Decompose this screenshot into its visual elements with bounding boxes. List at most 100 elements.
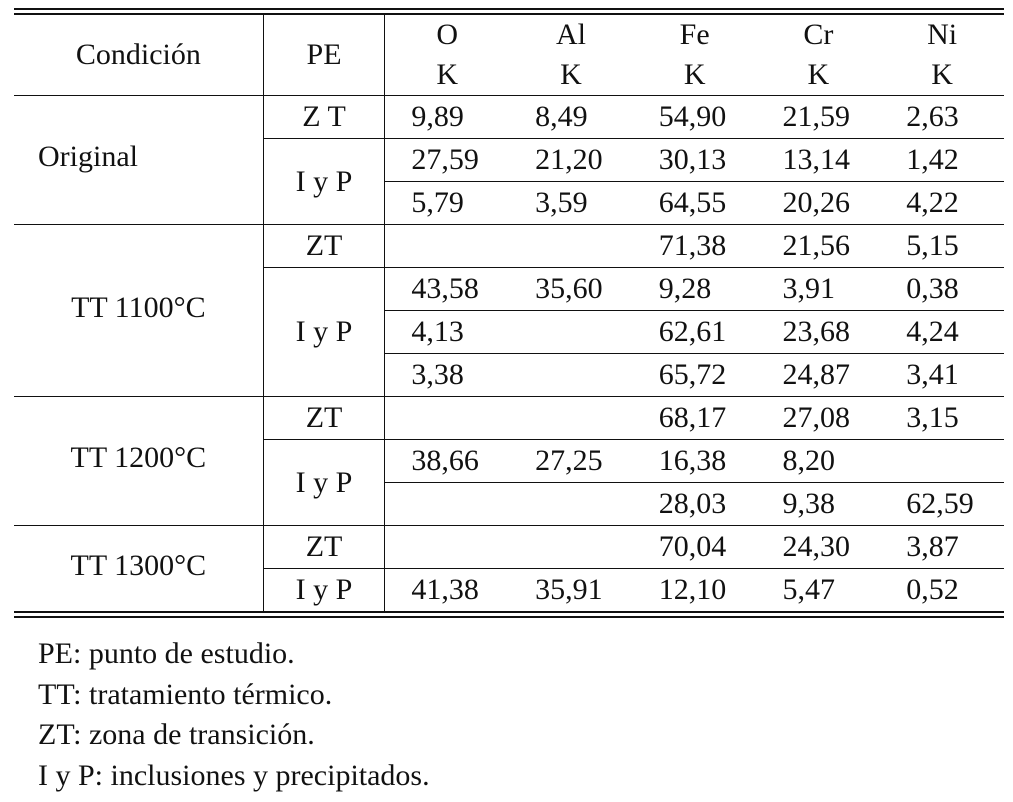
value-cell: 5,79 xyxy=(384,181,510,225)
header-row: Condición PE O K Al K Fe K Cr K Ni K xyxy=(14,11,1004,96)
value-cell xyxy=(509,224,633,268)
pe-cell: I y P xyxy=(263,568,386,615)
table-row: 4,13 62,61 23,68 4,24 xyxy=(14,310,1004,354)
table-row: Original Z T 9,89 8,49 54,90 21,59 2,63 xyxy=(14,95,1004,225)
value-cell xyxy=(384,482,510,526)
note: ZT: zona de transición. xyxy=(38,718,315,751)
pe-cell: I y P xyxy=(263,439,386,526)
value-cell: 24,87 xyxy=(756,353,881,397)
condition-cell: TT 1300°C xyxy=(14,525,264,615)
value-cell: 9,28 xyxy=(632,267,757,311)
value-cell: 16,38 xyxy=(632,439,757,483)
table-row: TT 1200°C ZT 68,17 27,08 3,15 xyxy=(14,396,1004,526)
value-cell: 8,20 xyxy=(756,439,881,483)
value-cell: 43,58 xyxy=(384,267,510,311)
value-cell xyxy=(509,310,633,354)
table-row: 28,03 9,38 62,59 xyxy=(14,482,1004,526)
element-symbol: Al xyxy=(555,18,586,51)
value-cell: 35,60 xyxy=(509,267,633,311)
value-cell: 28,03 xyxy=(632,482,757,526)
header-element: Fe K xyxy=(633,12,757,96)
note: TT: tratamiento térmico. xyxy=(38,677,333,711)
table-row: I y P 43,58 35,60 9,28 3,91 0,38 xyxy=(14,267,1004,397)
value-cell xyxy=(509,353,633,397)
value-cell: 24,30 xyxy=(756,525,881,569)
value-cell: 27,59 xyxy=(384,138,510,182)
value-cell: 21,56 xyxy=(756,224,881,268)
element-unit: K xyxy=(931,58,953,91)
table-row: 3,38 65,72 24,87 3,41 xyxy=(14,353,1004,397)
value-cell xyxy=(509,482,633,526)
table-body: Original Z T 9,89 8,49 54,90 21,59 2,63 I y P 27… xyxy=(14,95,1004,615)
value-cell xyxy=(384,396,510,440)
header-condition: Condición xyxy=(14,11,264,96)
value-cell: 9,38 xyxy=(756,482,881,526)
table-row: I y P 38,66 27,25 16,38 8,20 xyxy=(14,439,1004,526)
value-cell xyxy=(384,224,510,268)
value-cell: 65,72 xyxy=(632,353,757,397)
table-row: I y P 27,59 21,20 30,13 13,14 1,42 xyxy=(14,138,1004,225)
value-cell: 3,87 xyxy=(880,525,1004,569)
condition-cell: TT 1100°C xyxy=(14,224,264,397)
value-cell: 3,41 xyxy=(880,353,1004,397)
value-cell: 41,38 xyxy=(384,568,510,615)
value-cell: 30,13 xyxy=(632,138,757,182)
value-cell: 21,20 xyxy=(509,138,633,182)
note: PE: punto de estudio. xyxy=(38,637,295,670)
notes: PE: punto de estudio. TT: tratamiento tér… xyxy=(38,634,430,796)
table-row: TT 1300°C ZT 70,04 24,30 3,87 xyxy=(14,525,1004,615)
value-cell: 2,63 xyxy=(880,95,1004,139)
table-row: TT 1100°C ZT 71,38 21,56 5,15 xyxy=(14,224,1004,397)
value-cell: 68,17 xyxy=(632,396,757,440)
element-symbol: Ni xyxy=(927,18,958,51)
value-cell: 4,22 xyxy=(880,181,1004,225)
value-cell: 4,13 xyxy=(384,310,510,354)
value-cell: 71,38 xyxy=(632,224,757,268)
value-cell: 13,14 xyxy=(756,138,881,182)
pe-cell: ZT xyxy=(263,224,386,268)
table-row: I y P 41,38 35,91 12,10 5,47 0,52 xyxy=(14,568,1004,615)
value-cell xyxy=(509,525,633,569)
value-cell: 0,38 xyxy=(880,267,1004,311)
value-cell: 1,42 xyxy=(880,138,1004,182)
element-unit: K xyxy=(683,58,706,91)
header-element: Ni K xyxy=(880,12,1004,96)
value-cell: 20,26 xyxy=(756,181,881,225)
pe-cell: I y P xyxy=(263,267,386,397)
header-element: Cr K xyxy=(757,12,881,96)
element-symbol: O xyxy=(436,18,459,51)
pe-cell: Z T xyxy=(263,95,386,139)
value-cell: 3,38 xyxy=(384,353,510,397)
value-cell: 35,91 xyxy=(509,568,633,615)
condition-cell: TT 1200°C xyxy=(14,396,264,526)
note: I y P: inclusiones y precipitados. xyxy=(38,758,430,792)
value-cell: 54,90 xyxy=(632,95,757,139)
table-row: 5,79 3,59 64,55 20,26 4,22 xyxy=(14,181,1004,225)
value-cell: 3,59 xyxy=(509,181,633,225)
value-cell: 3,91 xyxy=(756,267,881,311)
element-unit: K xyxy=(807,58,830,91)
value-cell: 21,59 xyxy=(756,95,881,139)
value-cell: 62,59 xyxy=(880,482,1004,526)
value-cell: 64,55 xyxy=(632,181,757,225)
value-cell: 27,08 xyxy=(756,396,881,440)
condition-cell: Original xyxy=(14,95,264,225)
pe-cell: ZT xyxy=(263,396,386,440)
value-cell xyxy=(880,439,1004,483)
value-cell: 62,61 xyxy=(632,310,757,354)
value-cell: 4,24 xyxy=(880,310,1004,354)
value-cell: 12,10 xyxy=(632,568,757,615)
header-pe: PE xyxy=(263,11,386,96)
value-cell xyxy=(509,396,633,440)
element-unit: K xyxy=(436,58,459,91)
element-symbol: Cr xyxy=(803,18,834,51)
value-cell: 5,15 xyxy=(880,224,1004,268)
element-symbol: Fe xyxy=(679,18,710,51)
value-cell: 8,49 xyxy=(509,95,633,139)
header-element: Al K xyxy=(509,12,633,96)
pe-cell: I y P xyxy=(263,138,386,225)
value-cell xyxy=(384,525,510,569)
